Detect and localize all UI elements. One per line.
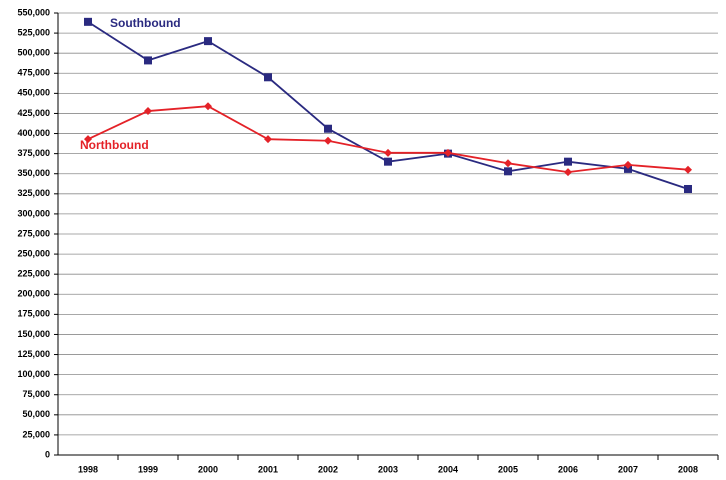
y-tick-label: 175,000 <box>17 309 50 319</box>
marker <box>324 136 332 145</box>
y-tick-label: 225,000 <box>17 269 50 279</box>
legend-label: Southbound <box>110 16 181 30</box>
y-tick-label: 250,000 <box>17 248 50 258</box>
x-tick-label: 1999 <box>138 464 158 474</box>
marker <box>204 102 212 111</box>
y-tick-label: 75,000 <box>22 389 50 399</box>
marker <box>144 56 152 65</box>
marker <box>204 37 212 46</box>
y-tick-label: 100,000 <box>17 369 50 379</box>
y-tick-label: 325,000 <box>17 188 50 198</box>
x-tick-label: 2002 <box>318 464 338 474</box>
y-tick-label: 375,000 <box>17 148 50 158</box>
y-tick-label: 0 <box>45 449 50 459</box>
marker <box>564 157 572 166</box>
y-tick-label: 200,000 <box>17 289 50 299</box>
x-tick-label: 2004 <box>438 464 458 474</box>
y-tick-label: 475,000 <box>17 68 50 78</box>
marker <box>504 159 512 168</box>
marker <box>624 160 632 169</box>
y-tick-label: 425,000 <box>17 108 50 118</box>
x-tick-label: 1998 <box>78 464 98 474</box>
y-tick-label: 550,000 <box>17 7 50 17</box>
marker <box>684 184 692 193</box>
marker <box>684 165 692 174</box>
x-tick-label: 2006 <box>558 464 578 474</box>
marker <box>144 107 152 116</box>
y-tick-label: 150,000 <box>17 329 50 339</box>
marker <box>84 135 92 144</box>
x-tick-label: 2000 <box>198 464 218 474</box>
y-tick-label: 125,000 <box>17 349 50 359</box>
marker <box>564 168 572 177</box>
marker <box>624 164 632 173</box>
y-tick-label: 500,000 <box>17 48 50 58</box>
y-tick-label: 275,000 <box>17 228 50 238</box>
marker <box>324 124 332 133</box>
legend-label: Northbound <box>80 138 149 152</box>
marker <box>384 148 392 157</box>
y-tick-label: 300,000 <box>17 208 50 218</box>
marker <box>264 135 272 144</box>
y-tick-label: 450,000 <box>17 88 50 98</box>
y-tick-label: 400,000 <box>17 128 50 138</box>
y-tick-label: 50,000 <box>22 409 50 419</box>
marker <box>84 17 92 26</box>
y-tick-label: 525,000 <box>17 27 50 37</box>
y-tick-label: 25,000 <box>22 429 50 439</box>
marker <box>444 148 452 157</box>
x-tick-label: 2005 <box>498 464 518 474</box>
y-tick-label: 350,000 <box>17 168 50 178</box>
marker <box>504 167 512 176</box>
x-tick-label: 2001 <box>258 464 278 474</box>
x-tick-label: 2008 <box>678 464 698 474</box>
x-tick-label: 2007 <box>618 464 638 474</box>
marker <box>384 157 392 166</box>
marker <box>264 73 272 82</box>
x-tick-label: 2003 <box>378 464 398 474</box>
